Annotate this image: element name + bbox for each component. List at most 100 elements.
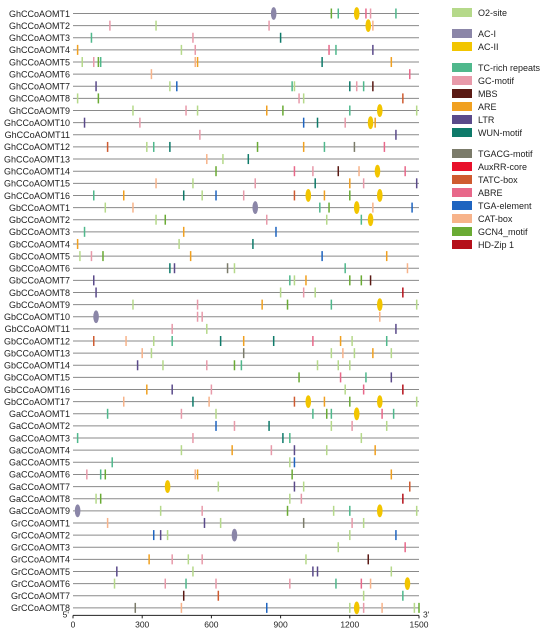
element-acii — [365, 19, 372, 33]
element-tgacg — [226, 263, 229, 274]
gene-label: GhCCoAOMT5 — [9, 57, 70, 67]
element-tc — [90, 32, 93, 43]
gene-label: GaCCoAOMT6 — [9, 470, 70, 480]
gene-label: GhCCoAOMT13 — [4, 154, 70, 164]
element-gc — [90, 251, 93, 262]
element-hdzip — [402, 287, 404, 298]
element-gc — [201, 505, 203, 516]
x-tick-label: 900 — [274, 619, 288, 629]
element-abre — [362, 384, 365, 395]
element-are — [302, 141, 305, 152]
element-tc — [349, 105, 351, 116]
element-tgacg — [353, 141, 356, 152]
legend-label: AuxRR-core — [478, 161, 528, 172]
gene-label: GrCCoAOMT5 — [11, 567, 70, 577]
element-gc — [139, 117, 141, 128]
element-gc — [210, 384, 213, 395]
legend-label: WUN-motif — [478, 127, 522, 138]
element-gcn4 — [282, 105, 284, 116]
gene-label: GrCCoAOMT7 — [11, 591, 70, 601]
element-tga — [215, 420, 217, 431]
element-aci — [74, 504, 81, 518]
element-tga — [215, 190, 217, 201]
gene-label: GrCCoAOMT1 — [11, 518, 70, 528]
element-gc — [201, 554, 203, 565]
element-o2 — [104, 202, 107, 213]
element-ltr — [312, 566, 314, 577]
element-o2 — [330, 348, 333, 359]
element-o2 — [293, 81, 296, 92]
element-are — [390, 469, 393, 480]
gene-label: GbCCoAOMT3 — [9, 227, 70, 237]
element-gc — [171, 554, 173, 565]
element-tc — [171, 336, 173, 347]
gene-label: GrCCoAOMT2 — [11, 530, 70, 540]
element-ltr — [395, 323, 397, 334]
element-o2 — [233, 263, 236, 274]
element-o2 — [289, 457, 291, 468]
element-o2 — [390, 348, 393, 359]
element-gcn4 — [291, 469, 293, 480]
element-tatc — [293, 190, 296, 201]
element-acii — [374, 164, 381, 178]
gene-label: GaCCoAOMT9 — [9, 506, 70, 516]
legend-item-tgacg: TGACG-motif — [452, 147, 548, 160]
gene-label: GaCCoAOMT7 — [9, 482, 70, 492]
legend-swatch — [452, 128, 472, 137]
element-abre — [328, 44, 330, 55]
legend-swatch — [452, 149, 472, 158]
element-o2 — [362, 590, 365, 601]
legend-swatch — [452, 42, 472, 51]
element-o2 — [293, 275, 296, 286]
element-tgacg — [242, 348, 245, 359]
legend-label: TC-rich repeats — [478, 62, 541, 73]
element-tga — [395, 530, 397, 541]
element-are — [323, 396, 326, 407]
element-tc — [111, 457, 113, 468]
legend-swatch — [452, 175, 472, 184]
gene-label: GbCCoAOMT17 — [4, 397, 70, 407]
element-acii — [305, 395, 312, 409]
element-are — [372, 348, 374, 359]
gene-label: GhCCoAOMT10 — [4, 118, 70, 128]
element-cat — [381, 602, 383, 613]
element-cat — [132, 202, 134, 213]
element-gcn4 — [298, 372, 300, 383]
gene-label: GbCCoAOMT12 — [4, 336, 70, 346]
element-o2 — [81, 57, 83, 68]
element-aci — [231, 528, 238, 542]
element-gc — [289, 578, 291, 589]
element-cat — [106, 517, 109, 528]
element-acii — [376, 189, 383, 202]
legend-label: ARE — [478, 101, 497, 112]
element-gc — [93, 57, 95, 68]
element-acii — [376, 104, 383, 117]
element-cat — [342, 348, 344, 359]
element-o2 — [132, 299, 134, 310]
element-cat — [155, 178, 157, 189]
element-o2 — [206, 323, 208, 334]
x-tick-label: 600 — [204, 619, 218, 629]
element-mbs — [372, 81, 374, 92]
gene-label: GhCCoAOMT3 — [9, 33, 70, 43]
element-gc — [196, 311, 199, 322]
element-acii — [353, 201, 360, 214]
element-o2 — [351, 336, 353, 347]
element-o2 — [166, 530, 169, 541]
element-gc — [171, 323, 173, 334]
element-o2 — [413, 602, 416, 613]
element-gc — [185, 105, 187, 116]
element-tc — [289, 275, 291, 286]
element-ltr — [316, 566, 319, 577]
legend-label: TGA-element — [478, 200, 532, 211]
element-gc — [369, 8, 372, 19]
element-gc — [215, 578, 217, 589]
element-ltr — [293, 445, 296, 456]
element-are — [266, 105, 268, 116]
legend-swatch — [452, 102, 472, 111]
element-tc — [362, 81, 365, 92]
element-abre — [365, 8, 367, 19]
element-gcn4 — [102, 251, 104, 262]
element-acii — [353, 7, 360, 20]
